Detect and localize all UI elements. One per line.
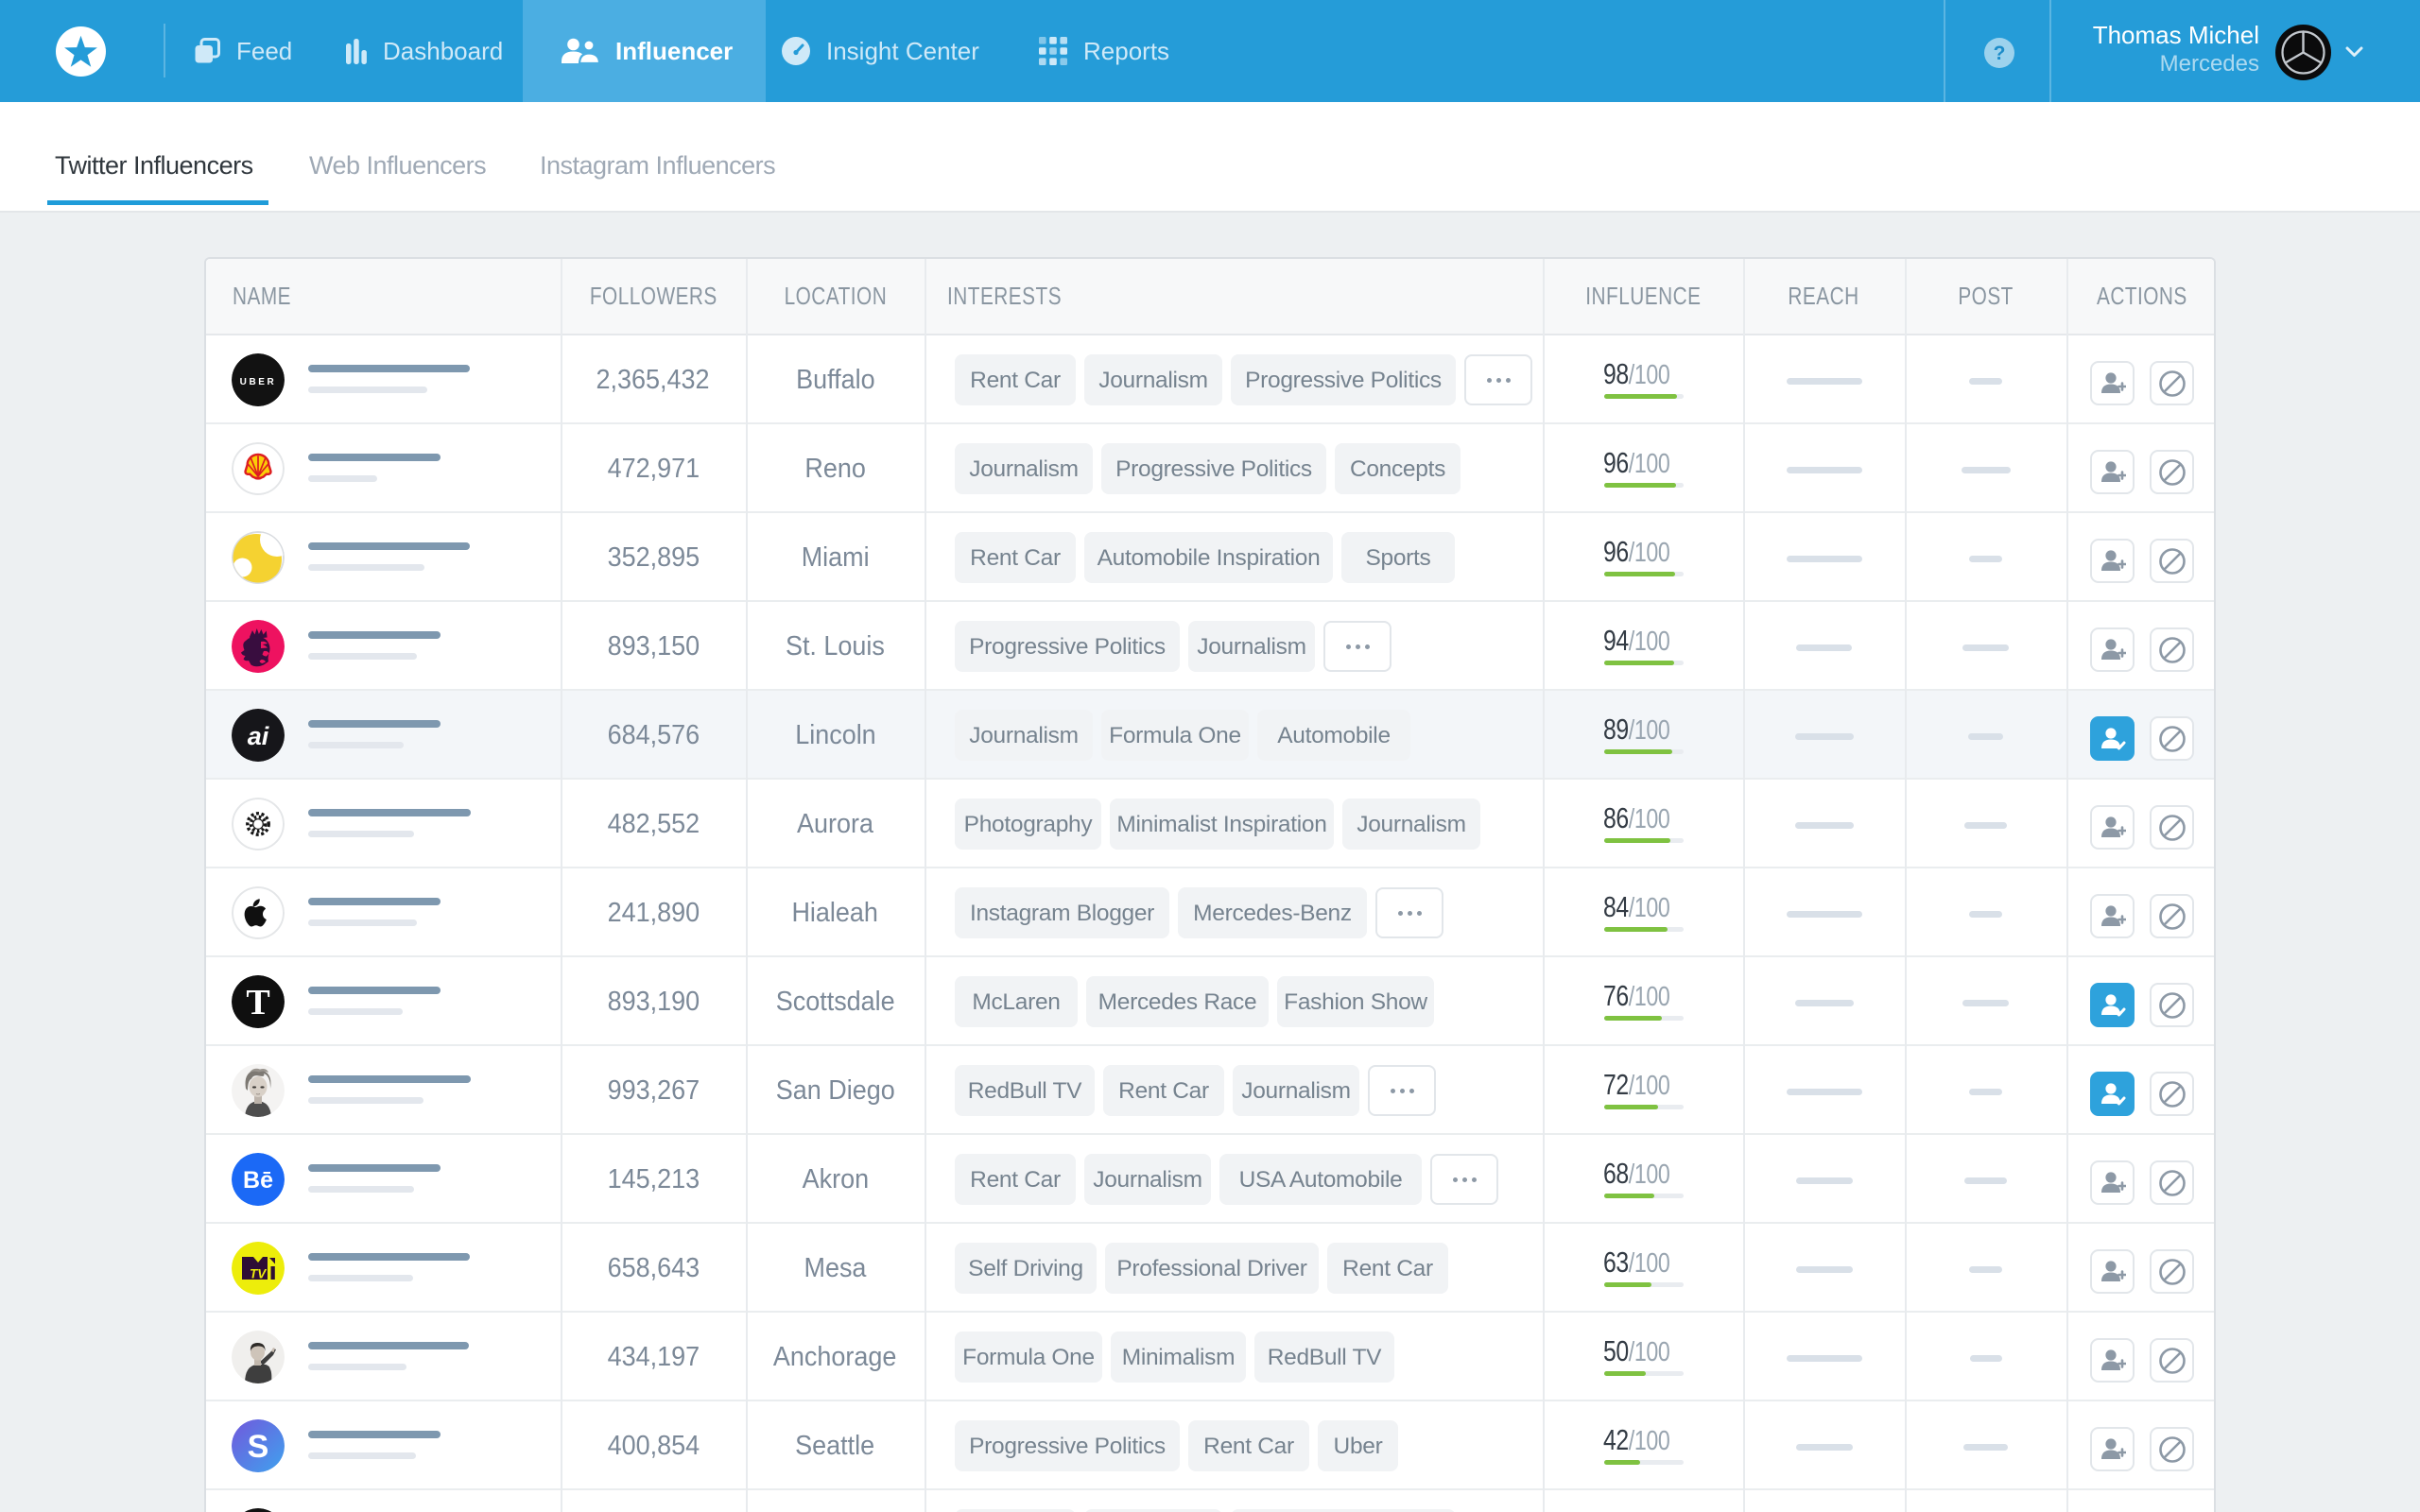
svg-text:S: S — [248, 1429, 269, 1465]
svg-text:Bē: Bē — [243, 1167, 273, 1194]
svg-text:UBER: UBER — [240, 377, 277, 387]
svg-text:TV: TV — [250, 1267, 267, 1281]
svg-text:T: T — [246, 983, 269, 1022]
svg-text:ai: ai — [248, 722, 269, 750]
